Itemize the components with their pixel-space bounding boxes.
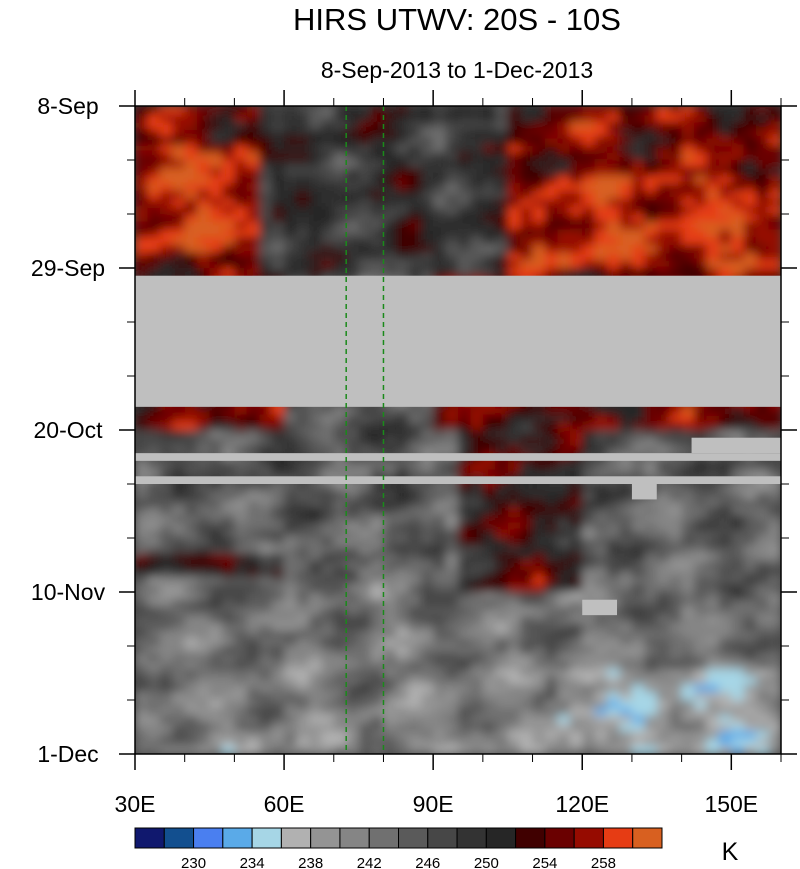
colorbar-label-1: 234: [240, 855, 265, 869]
colorbar-label-6: 254: [532, 855, 557, 869]
colorbar-box-3: [222, 827, 253, 849]
colorbar-box-9: [398, 827, 429, 849]
field-cells: [135, 106, 781, 754]
y-tick-label-0: 8-Sep: [37, 93, 98, 119]
colorbar-box-16: [602, 827, 634, 849]
y-tick-label-4: 1-Dec: [37, 741, 98, 767]
colorbar-label-5: 250: [474, 855, 499, 869]
colorbar-box-13: [515, 827, 546, 849]
colorbar-box-5: [280, 827, 312, 849]
contour-field: [135, 106, 781, 754]
colorbar-label-7: 258: [591, 855, 616, 869]
chart-subtitle: 8-Sep-2013 to 1-Dec-2013: [321, 57, 593, 83]
colorbar: 230 234 238 242 246 250 254 258: [134, 827, 663, 869]
x-axis: 30E 60E 90E 120E 150E: [115, 90, 782, 817]
colorbar-label-2: 238: [298, 855, 323, 869]
colorbar-box-15: [573, 827, 604, 849]
x-tick-label-3: 120E: [555, 791, 609, 817]
missing-data-bands: [135, 275, 781, 616]
colorbar-box-4: [251, 827, 282, 849]
colorbar-box-2: [193, 827, 224, 849]
plot-area: [135, 106, 781, 754]
colorbar-box-6: [310, 827, 341, 849]
colorbar-box-14: [544, 827, 575, 849]
colorbar-box-11: [456, 827, 487, 849]
colorbar-label-0: 230: [181, 855, 206, 869]
missing-band-0: [135, 275, 781, 407]
colorbar-box-1: [163, 827, 195, 849]
colorbar-box-10: [427, 827, 458, 849]
missing-band-5: [582, 599, 618, 616]
colorbar-label-4: 246: [415, 855, 440, 869]
y-tick-label-1: 29-Sep: [31, 255, 105, 281]
x-tick-label-2: 90E: [413, 791, 454, 817]
missing-band-4: [631, 484, 657, 500]
colorbar-box-0: [134, 827, 165, 849]
colorbar-box-17: [632, 827, 663, 849]
colorbar-unit: K: [722, 838, 739, 866]
colorbar-box-8: [368, 827, 400, 849]
x-tick-label-4: 150E: [704, 791, 758, 817]
reference-lines: [345, 106, 385, 754]
y-tick-label-3: 10-Nov: [31, 579, 106, 605]
colorbar-label-3: 242: [357, 855, 382, 869]
missing-band-2: [691, 437, 781, 454]
x-tick-label-0: 30E: [115, 791, 156, 817]
colorbar-box-7: [339, 827, 370, 849]
missing-band-3: [135, 476, 781, 484]
y-tick-label-2: 20-Oct: [33, 417, 103, 443]
chart-title: HIRS UTWV: 20S - 10S: [293, 2, 621, 37]
x-tick-label-1: 60E: [264, 791, 305, 817]
y-axis: 8-Sep 29-Sep 20-Oct 10-Nov 1-Dec: [31, 93, 797, 767]
missing-band-1: [135, 453, 781, 461]
colorbar-box-12: [485, 827, 517, 849]
